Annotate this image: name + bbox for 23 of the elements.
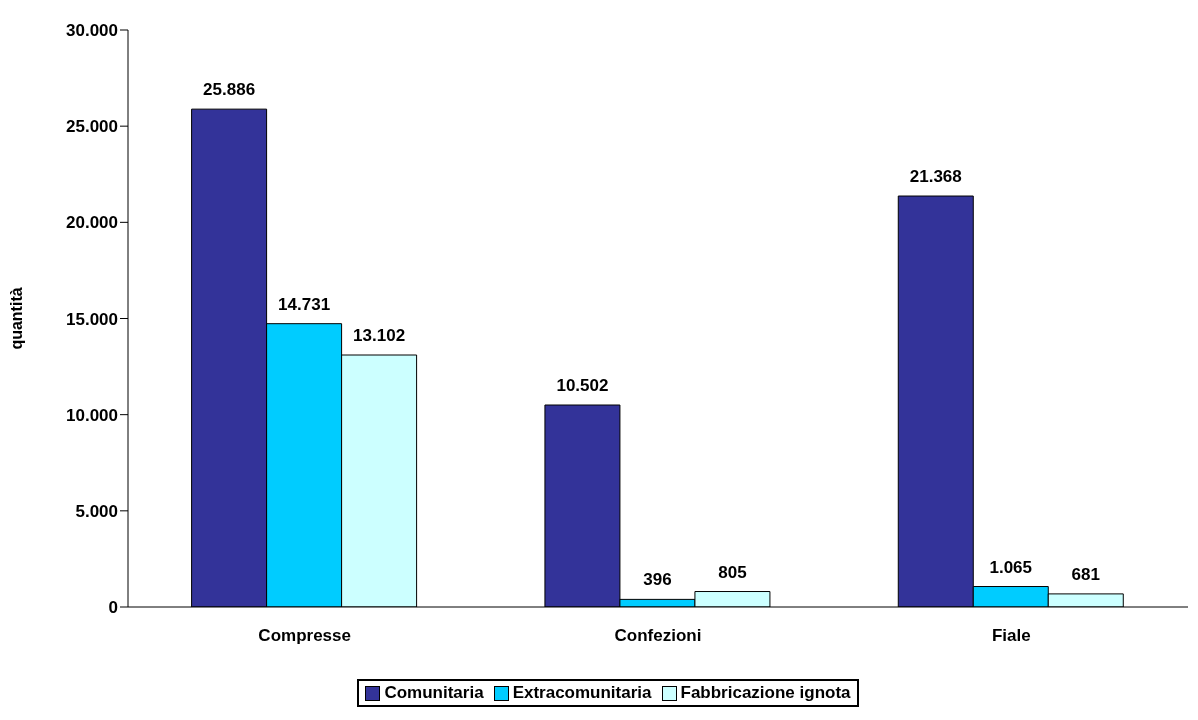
y-axis-title: quantità [7, 287, 25, 350]
data-label: 681 [1071, 564, 1100, 584]
y-tick-label: 0 [108, 598, 118, 618]
data-label: 25.886 [203, 80, 256, 100]
data-label: 1.065 [989, 557, 1033, 577]
legend-label: Comunitaria [383, 683, 484, 703]
legend-label: Fabbricazione ignota [679, 683, 851, 703]
x-tick-label: Compresse [258, 626, 351, 646]
x-tick-label: Fiale [991, 626, 1031, 646]
data-label: 10.502 [556, 376, 609, 396]
data-label: 396 [643, 570, 672, 590]
data-label: 14.731 [278, 294, 331, 314]
y-tick-label: 30.000 [66, 21, 118, 41]
y-tick-label: 5.000 [75, 501, 118, 521]
y-tick-label: 20.000 [66, 213, 118, 233]
y-tick-label: 10.000 [66, 405, 118, 425]
x-tick-label: Confezioni [614, 626, 702, 646]
y-tick-label: 15.000 [66, 309, 118, 329]
y-tick-label: 25.000 [66, 117, 118, 137]
data-label: 805 [718, 562, 747, 582]
legend-label: Extracomunitaria [511, 683, 652, 703]
data-label: 21.368 [909, 167, 962, 187]
data-label: 13.102 [353, 326, 406, 345]
